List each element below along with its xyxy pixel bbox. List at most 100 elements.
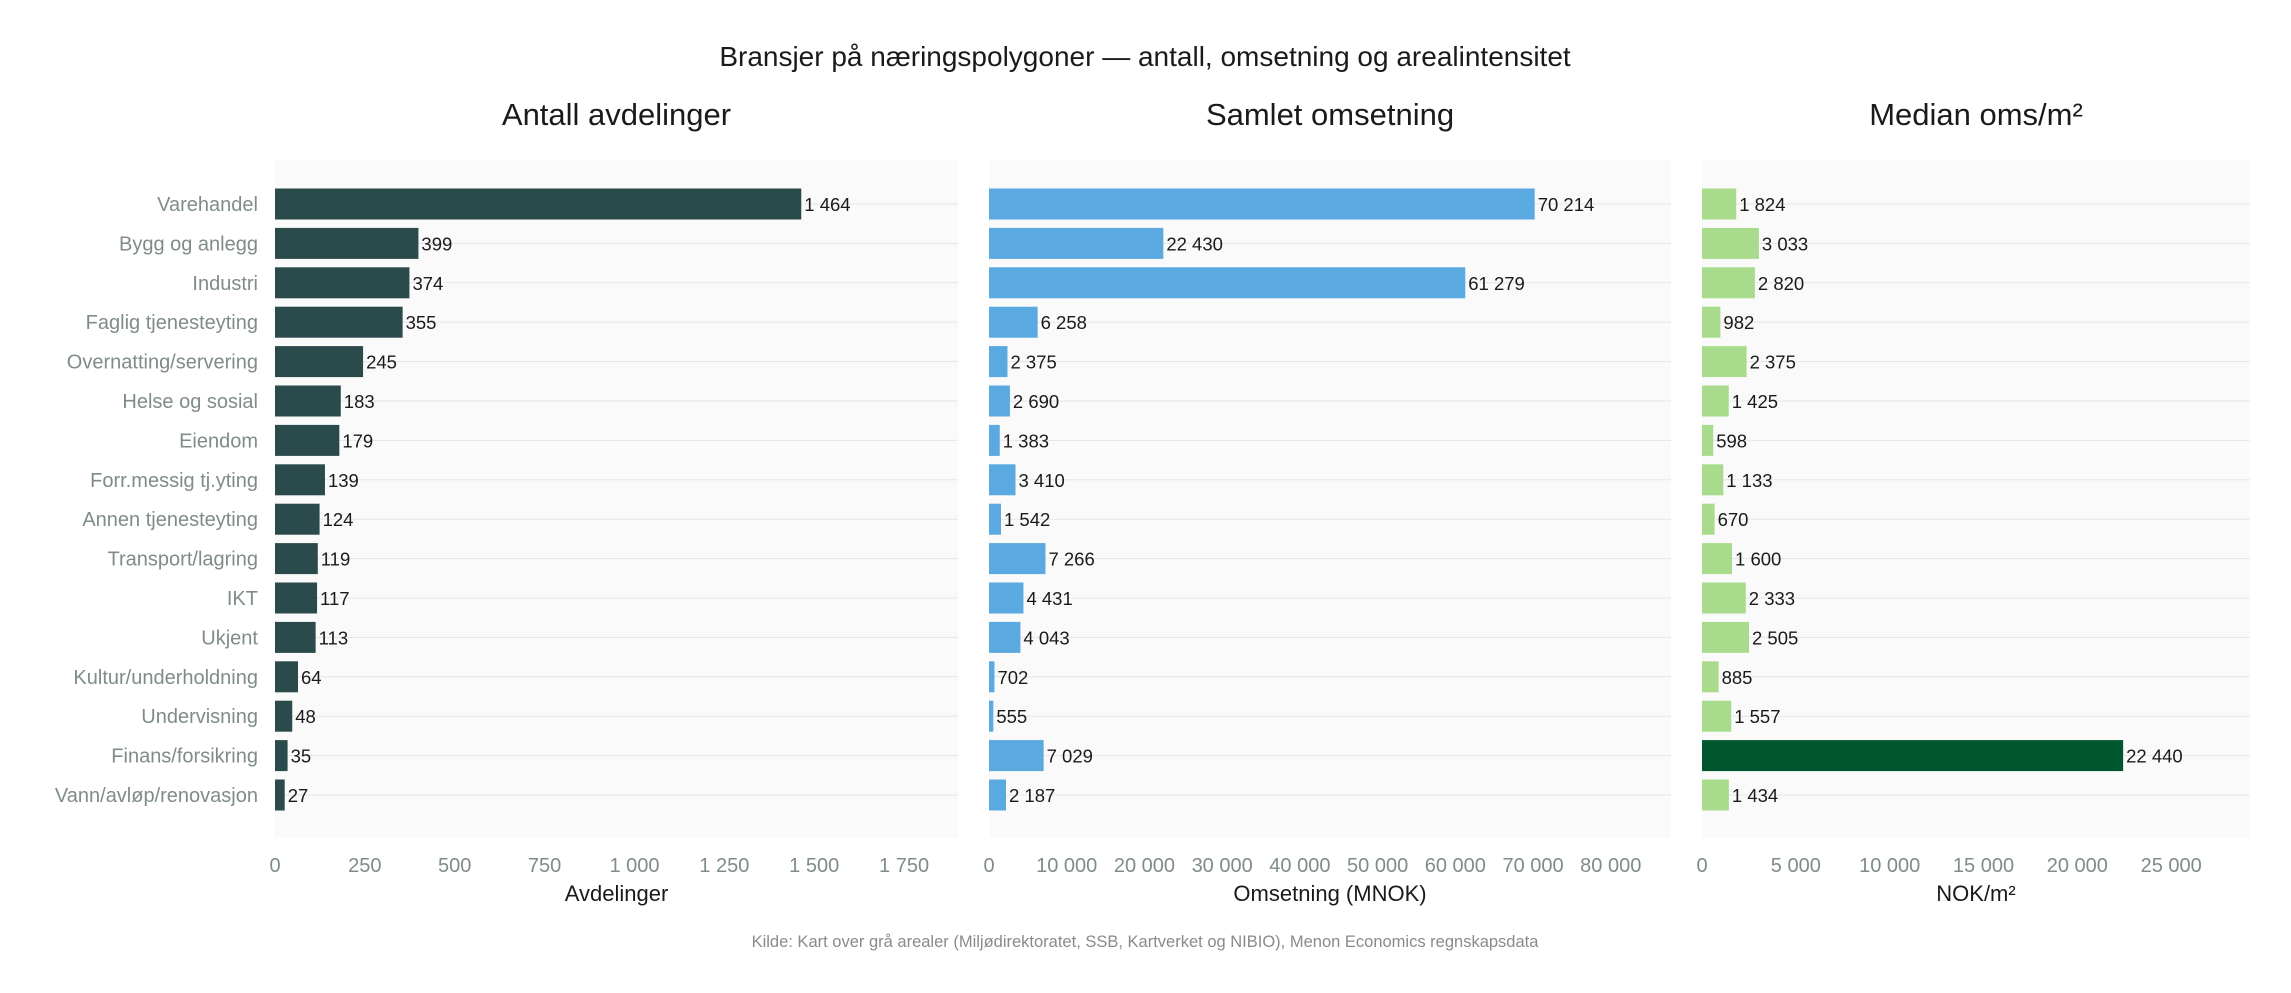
bar [1702,740,2124,772]
x-tick-label: 0 [269,855,280,877]
bar [989,385,1010,417]
x-tick-label: 5 000 [1771,855,1821,877]
x-tick-label: 20 000 [1114,855,1175,877]
figure-title: Bransjer på næringspolygoner — antall, o… [719,41,1571,72]
bar [989,543,1046,575]
bar [1702,464,1724,496]
bar [1702,621,1750,653]
x-tick-label: 50 000 [1347,855,1408,877]
bar [989,779,1006,811]
bar [1702,543,1733,575]
bar [989,464,1016,496]
category-label: Vann/avløp/renovasjon [55,785,258,807]
panel-title: Samlet omsetning [1206,97,1454,132]
bar-value-label: 3 033 [1762,233,1808,254]
bar-value-label: 119 [321,549,351,570]
bar [1702,661,1719,693]
bar-value-label: 64 [301,667,322,688]
bar [1702,385,1729,417]
x-tick-label: 10 000 [1859,855,1920,877]
source-note: Kilde: Kart over grå arealer (Miljødirek… [752,933,1540,951]
x-tick-label: 0 [983,855,994,877]
category-label: Transport/lagring [108,549,258,571]
bar [275,267,410,299]
category-label: Overnatting/servering [67,352,258,374]
bar-value-label: 2 375 [1750,352,1796,373]
bar-value-label: 139 [328,470,359,491]
bar [989,661,995,693]
x-tick-label: 30 000 [1192,855,1253,877]
bar-value-label: 3 410 [1019,470,1065,491]
panel-2: Samlet omsetning 70 214 22 430 61 279 6 258 2… [983,97,1671,906]
category-label: Bygg og anlegg [119,233,258,255]
chart-panels: Antall avdelinger Varehandel Bygg og anleg… [55,97,2250,906]
bar [275,700,293,732]
bar [1702,700,1732,732]
bar [989,621,1021,653]
bar-value-label: 1 133 [1726,470,1772,491]
bar-value-label: 885 [1722,667,1753,688]
category-label: Annen tjenesteyting [82,509,258,531]
bar-value-label: 355 [406,312,437,333]
x-tick-label: 15 000 [1953,855,2014,877]
bar-value-label: 7 266 [1048,549,1094,570]
category-label: Undervisning [141,706,258,728]
bar-value-label: 113 [319,627,349,648]
category-label: Kultur/underholdning [73,667,258,689]
bar [989,267,1466,299]
bar-value-label: 245 [366,352,397,373]
bar-value-label: 2 375 [1010,352,1056,373]
bar-value-label: 1 542 [1004,509,1050,530]
bar-value-label: 22 430 [1166,233,1223,254]
bar-value-label: 598 [1716,430,1747,451]
category-label: Industri [192,273,258,295]
x-tick-label: 20 000 [2047,855,2108,877]
bar-value-label: 2 690 [1013,391,1059,412]
bar-value-label: 670 [1718,509,1749,530]
category-label: Finans/forsikring [111,746,258,768]
bar-value-label: 702 [997,667,1028,688]
bar-value-label: 1 425 [1732,391,1778,412]
bar [1702,227,1759,259]
bar [1702,779,1729,811]
x-tick-label: 750 [528,855,561,877]
category-label: Faglig tjenesteyting [86,312,258,334]
panel-title: Antall avdelinger [502,97,731,132]
x-tick-label: 25 000 [2141,855,2202,877]
bar [1702,582,1746,614]
bar-value-label: 22 440 [2126,746,2183,767]
plot-background [275,160,958,838]
bar-value-label: 48 [295,706,316,727]
bar [275,779,285,811]
bar-value-label: 124 [323,509,354,530]
bar-value-label: 2 820 [1758,273,1804,294]
bar-value-label: 2 187 [1009,785,1055,806]
category-label: Ukjent [201,627,258,649]
bar-value-label: 374 [412,273,443,294]
bar-value-label: 35 [291,746,312,767]
bar-value-label: 1 464 [804,194,850,215]
bar [275,621,316,653]
x-tick-label: 40 000 [1269,855,1330,877]
bar [989,227,1164,259]
bar [1702,267,1755,299]
x-tick-label: 1 000 [609,855,659,877]
bar [275,582,318,614]
bar [1702,346,1747,378]
bar-value-label: 27 [288,785,309,806]
plot-background [1702,160,2250,838]
bar-value-label: 6 258 [1041,312,1087,333]
bar-value-label: 555 [996,706,1027,727]
bar [989,503,1001,535]
category-label: IKT [227,588,258,610]
panel-title: Median oms/m² [1869,97,2083,132]
x-tick-label: 250 [348,855,381,877]
bar [1702,188,1737,220]
x-axis-label: NOK/m² [1936,881,2015,906]
x-tick-label: 60 000 [1425,855,1486,877]
category-label: Eiendom [179,430,258,452]
bar [989,306,1038,338]
bar-value-label: 1 557 [1734,706,1780,727]
bar-value-label: 2 333 [1749,588,1795,609]
